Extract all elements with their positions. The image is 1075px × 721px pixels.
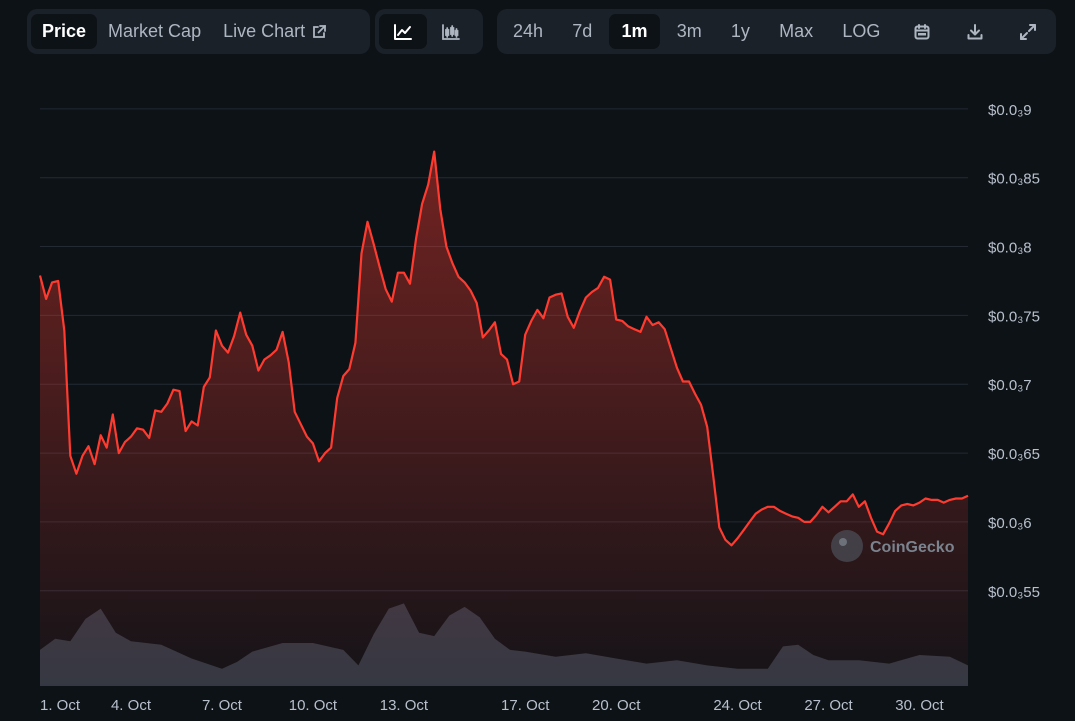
y-tick-label: $0.0₃6 — [988, 515, 1032, 532]
watermark-text: CoinGecko — [870, 539, 955, 556]
log-scale-label: LOG — [842, 21, 881, 41]
range-max-label: Max — [779, 21, 814, 41]
tab-market-cap-label: Market Cap — [108, 21, 202, 41]
candlestick-chart-icon — [441, 23, 461, 41]
range-1y-button[interactable]: 1y — [719, 14, 762, 49]
range-tool-group: 24h 7d 1m 3m 1y Max LOG — [497, 9, 1056, 54]
range-3m-label: 3m — [676, 21, 702, 41]
line-chart-icon — [393, 23, 413, 41]
x-tick-label: 30. Oct — [895, 697, 944, 714]
x-tick-label: 27. Oct — [804, 697, 853, 714]
price-line — [38, 150, 969, 547]
gecko-eye-icon — [839, 538, 847, 546]
range-1m-label: 1m — [621, 21, 648, 41]
price-area — [40, 151, 968, 687]
gecko-logo-icon — [831, 530, 863, 562]
download-button[interactable] — [951, 14, 999, 49]
y-axis-labels: $0.0₃55 $0.0₃6 $0.0₃65 $0.0₃7 $0.0₃75 $0.0₃8 $… — [988, 102, 1040, 601]
tab-price-label: Price — [42, 21, 87, 41]
x-tick-label: 7. Oct — [202, 697, 243, 714]
x-tick-label: 17. Oct — [501, 697, 550, 714]
range-7d-label: 7d — [572, 21, 593, 41]
price-series-line — [38, 150, 969, 547]
candlestick-chart-button[interactable] — [427, 14, 475, 49]
price-area-fill — [40, 151, 968, 687]
y-tick-label: $0.0₃85 — [988, 171, 1040, 188]
date-range-button[interactable] — [898, 14, 946, 49]
x-tick-label: 24. Oct — [713, 697, 762, 714]
x-tick-label: 10. Oct — [289, 697, 338, 714]
range-24h-button[interactable]: 24h — [501, 14, 555, 49]
tab-market-cap[interactable]: Market Cap — [97, 14, 212, 49]
range-1m-button[interactable]: 1m — [609, 14, 660, 49]
y-tick-label: $0.0₃9 — [988, 102, 1032, 119]
download-icon — [966, 23, 984, 41]
tab-live-chart-label: Live Chart — [223, 21, 306, 41]
expand-icon — [1019, 23, 1037, 41]
x-axis-labels: 1. Oct 4. Oct 7. Oct 10. Oct 13. Oct 17. Oct 2… — [40, 697, 944, 714]
external-link-icon — [311, 24, 327, 40]
log-scale-toggle[interactable]: LOG — [830, 14, 892, 49]
y-tick-label: $0.0₃55 — [988, 584, 1040, 601]
tab-live-chart[interactable]: Live Chart — [212, 14, 338, 49]
chart-style-group — [375, 9, 483, 54]
y-tick-label: $0.0₃7 — [988, 377, 1032, 394]
x-tick-label: 20. Oct — [592, 697, 641, 714]
y-tick-label: $0.0₃75 — [988, 308, 1040, 325]
range-1y-label: 1y — [730, 21, 750, 41]
fullscreen-button[interactable] — [1004, 14, 1052, 49]
x-tick-label: 4. Oct — [111, 697, 152, 714]
coingecko-watermark: CoinGecko — [831, 530, 955, 562]
tab-price[interactable]: Price — [31, 14, 98, 49]
metric-tab-group: Price Market Cap Live Chart — [27, 9, 370, 54]
calendar-icon — [913, 23, 931, 41]
range-7d-button[interactable]: 7d — [560, 14, 604, 49]
y-tick-label: $0.0₃8 — [988, 240, 1032, 257]
range-3m-button[interactable]: 3m — [665, 14, 714, 49]
line-chart-button[interactable] — [379, 14, 427, 49]
y-tick-label: $0.0₃65 — [988, 446, 1040, 463]
range-max-button[interactable]: Max — [767, 14, 825, 49]
x-tick-label: 13. Oct — [380, 697, 429, 714]
range-24h-label: 24h — [513, 21, 544, 41]
x-tick-label: 1. Oct — [40, 697, 81, 714]
